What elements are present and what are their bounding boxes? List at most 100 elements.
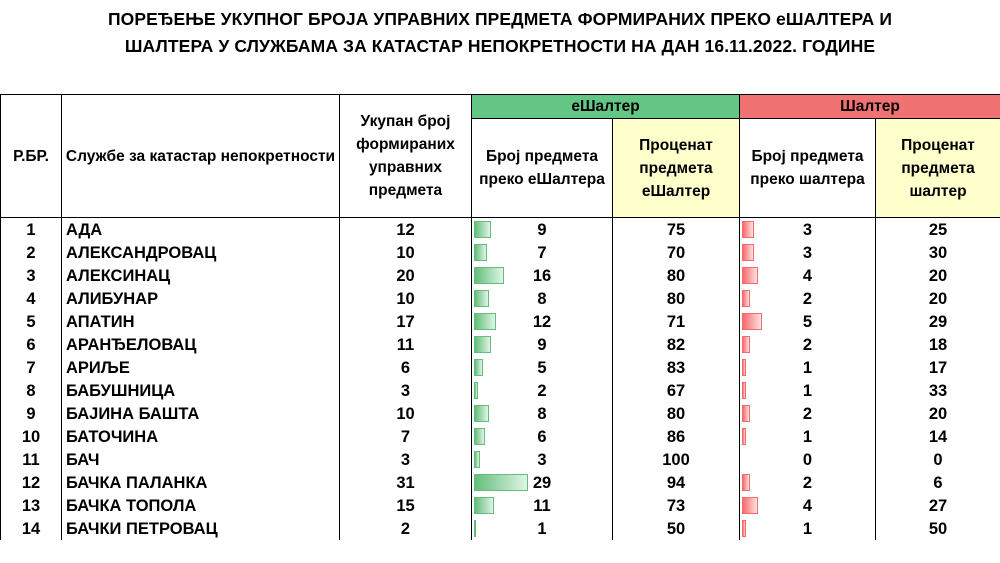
shalter-percent: 30 bbox=[874, 241, 1000, 264]
table-row: 4 АЛИБУНАР 10 8 80 2 20 bbox=[0, 287, 1000, 310]
row-number: 12 bbox=[0, 471, 62, 494]
eshalter-count: 3 bbox=[537, 450, 547, 469]
shalter-percent: 0 bbox=[874, 448, 1000, 471]
shalter-count: 2 bbox=[802, 404, 813, 423]
office-name: АЛИБУНАР bbox=[61, 287, 340, 310]
shalter-data-bar bbox=[742, 221, 754, 238]
eshalter-count: 16 bbox=[532, 266, 552, 285]
eshalter-data-bar bbox=[474, 451, 480, 468]
table-row: 1 АДА 12 9 75 3 25 bbox=[0, 217, 1000, 241]
shalter-count-cell: 1 bbox=[739, 425, 876, 448]
table-row: 7 АРИЉЕ 6 5 83 1 17 bbox=[0, 356, 1000, 379]
shalter-percent: 33 bbox=[874, 379, 1000, 402]
eshalter-data-bar bbox=[474, 221, 491, 238]
total-count: 10 bbox=[339, 287, 472, 310]
total-count: 17 bbox=[339, 310, 472, 333]
eshalter-data-bar bbox=[474, 382, 478, 399]
eshalter-count-cell: 2 bbox=[471, 379, 613, 402]
shalter-count-cell: 4 bbox=[739, 494, 876, 517]
header-group-shalter: Шалтер bbox=[738, 94, 1000, 119]
office-name: БАЧ bbox=[61, 448, 340, 471]
shalter-data-bar bbox=[742, 359, 746, 376]
eshalter-count: 8 bbox=[537, 404, 547, 423]
office-name: АРАНЂЕЛОВАЦ bbox=[61, 333, 340, 356]
shalter-data-bar bbox=[742, 474, 750, 491]
row-number: 4 bbox=[0, 287, 62, 310]
row-number: 14 bbox=[0, 517, 62, 540]
eshalter-count-cell: 7 bbox=[471, 241, 613, 264]
total-count: 7 bbox=[339, 425, 472, 448]
shalter-percent: 29 bbox=[874, 310, 1000, 333]
shalter-count: 1 bbox=[802, 519, 813, 538]
shalter-count: 3 bbox=[802, 220, 813, 239]
header-office: Службе за катастар непокретности bbox=[61, 94, 340, 218]
eshalter-count-cell: 9 bbox=[471, 333, 613, 356]
shalter-data-bar bbox=[742, 405, 750, 422]
eshalter-percent: 82 bbox=[612, 333, 740, 356]
shalter-count: 1 bbox=[802, 427, 813, 446]
shalter-count-cell: 1 bbox=[739, 517, 876, 540]
office-name: АЛЕКСАНДРОВАЦ bbox=[61, 241, 340, 264]
header-total: Укупан број формираних управних предмета bbox=[339, 94, 472, 218]
eshalter-count-cell: 11 bbox=[471, 494, 613, 517]
header-rbr: Р.БР. bbox=[0, 94, 62, 218]
office-name: БАЧКИ ПЕТРОВАЦ bbox=[61, 517, 340, 540]
shalter-percent: 18 bbox=[874, 333, 1000, 356]
shalter-data-bar bbox=[742, 382, 746, 399]
row-number: 1 bbox=[0, 217, 62, 241]
shalter-count-cell: 2 bbox=[739, 402, 876, 425]
shalter-percent: 20 bbox=[874, 402, 1000, 425]
eshalter-count: 8 bbox=[537, 289, 547, 308]
eshalter-data-bar bbox=[474, 520, 476, 537]
total-count: 3 bbox=[339, 448, 472, 471]
table-row: 8 БАБУШНИЦА 3 2 67 1 33 bbox=[0, 379, 1000, 402]
shalter-data-bar bbox=[742, 497, 758, 514]
shalter-count: 5 bbox=[802, 312, 813, 331]
eshalter-data-bar bbox=[474, 474, 528, 491]
row-number: 6 bbox=[0, 333, 62, 356]
shalter-percent: 17 bbox=[874, 356, 1000, 379]
title-line-1: ПОРЕЂЕЊЕ УКУПНОГ БРОЈА УПРАВНИХ ПРЕДМЕТА… bbox=[107, 9, 893, 29]
eshalter-count-cell: 5 bbox=[471, 356, 613, 379]
total-count: 6 bbox=[339, 356, 472, 379]
office-name: АЛЕКСИНАЦ bbox=[61, 264, 340, 287]
shalter-percent: 14 bbox=[874, 425, 1000, 448]
shalter-count-cell: 5 bbox=[739, 310, 876, 333]
eshalter-percent: 80 bbox=[612, 402, 740, 425]
eshalter-count: 29 bbox=[532, 473, 552, 492]
shalter-count: 2 bbox=[802, 335, 813, 354]
eshalter-count-cell: 16 bbox=[471, 264, 613, 287]
eshalter-data-bar bbox=[474, 405, 489, 422]
eshalter-count: 12 bbox=[532, 312, 552, 331]
shalter-count: 1 bbox=[802, 358, 813, 377]
table-row: 11 БАЧ 3 3 100 0 0 bbox=[0, 448, 1000, 471]
eshalter-count-cell: 8 bbox=[471, 287, 613, 310]
eshalter-percent: 100 bbox=[612, 448, 740, 471]
eshalter-count-cell: 3 bbox=[471, 448, 613, 471]
office-name: АДА bbox=[61, 217, 340, 241]
eshalter-percent: 94 bbox=[612, 471, 740, 494]
office-name: БАЈИНА БАШТА bbox=[61, 402, 340, 425]
eshalter-percent: 50 bbox=[612, 517, 740, 540]
shalter-percent: 20 bbox=[874, 287, 1000, 310]
office-name: БАТОЧИНА bbox=[61, 425, 340, 448]
shalter-count: 1 bbox=[802, 381, 813, 400]
shalter-data-bar bbox=[742, 313, 762, 330]
total-count: 15 bbox=[339, 494, 472, 517]
eshalter-count-cell: 29 bbox=[471, 471, 613, 494]
eshalter-count: 5 bbox=[537, 358, 547, 377]
eshalter-percent: 80 bbox=[612, 264, 740, 287]
eshalter-percent: 80 bbox=[612, 287, 740, 310]
table-row: 13 БАЧКА ТОПОЛА 15 11 73 4 27 bbox=[0, 494, 1000, 517]
shalter-data-bar bbox=[742, 336, 750, 353]
shalter-data-bar bbox=[742, 244, 754, 261]
total-count: 12 bbox=[339, 217, 472, 241]
total-count: 31 bbox=[339, 471, 472, 494]
shalter-count: 4 bbox=[802, 266, 813, 285]
shalter-count-cell: 4 bbox=[739, 264, 876, 287]
total-count: 10 bbox=[339, 402, 472, 425]
document-title: ПОРЕЂЕЊЕ УКУПНОГ БРОЈА УПРАВНИХ ПРЕДМЕТА… bbox=[0, 6, 1000, 60]
shalter-count: 2 bbox=[802, 473, 813, 492]
office-name: БАБУШНИЦА bbox=[61, 379, 340, 402]
eshalter-percent: 73 bbox=[612, 494, 740, 517]
